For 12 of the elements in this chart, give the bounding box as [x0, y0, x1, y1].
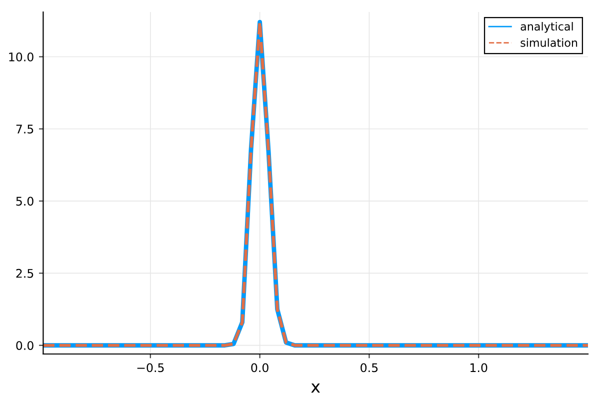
y-tick-label: 5.0 [16, 196, 34, 206]
x-tick-label: 1.0 [470, 363, 488, 372]
legend-label: simulation [520, 38, 578, 47]
x-tick-label: −0.5 [137, 363, 164, 372]
legend-label: analytical [520, 22, 573, 33]
x-tick-label: 0.0 [251, 363, 268, 372]
x-tick-label: 0.5 [360, 363, 378, 372]
y-tick-label: 7.5 [16, 124, 34, 134]
y-tick-label: 2.5 [16, 268, 34, 278]
y-tick-label: 10.0 [9, 52, 34, 62]
x-axis-title: x [311, 384, 320, 393]
y-tick-label: 0.0 [16, 341, 34, 350]
